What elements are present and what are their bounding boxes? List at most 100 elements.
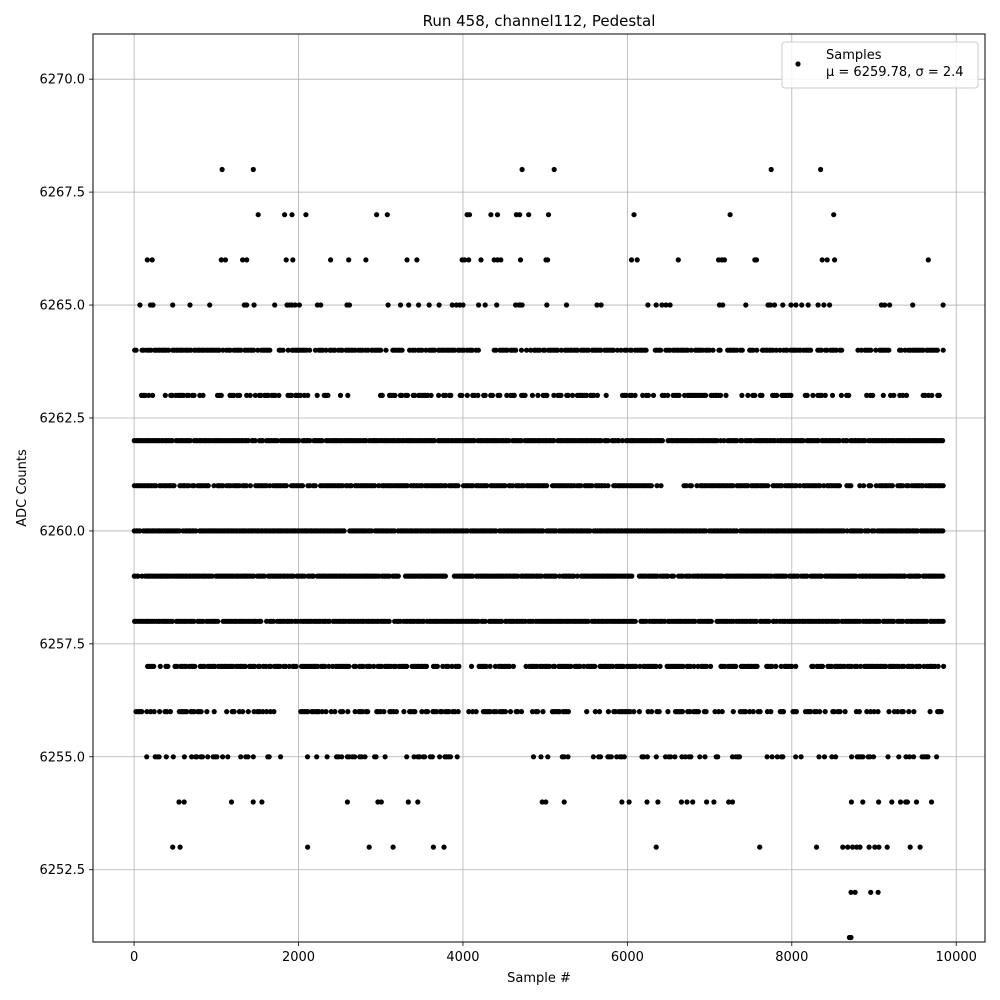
data-point: [721, 438, 727, 444]
data-point: [667, 302, 673, 308]
data-point: [779, 483, 785, 489]
data-point: [282, 663, 288, 670]
data-point: [659, 438, 666, 444]
data-point: [839, 347, 845, 353]
data-point: [717, 347, 723, 353]
data-point: [822, 709, 828, 715]
data-point: [493, 709, 499, 715]
data-point: [767, 302, 774, 308]
data-point: [817, 709, 823, 715]
data-point: [865, 528, 872, 534]
data-point: [552, 663, 558, 670]
data-point: [346, 663, 352, 670]
data-point: [301, 573, 308, 579]
data-point: [211, 709, 217, 715]
data-point: [366, 844, 372, 850]
data-point: [325, 392, 331, 398]
data-point: [824, 257, 830, 263]
data-point: [245, 709, 251, 715]
data-point: [925, 754, 931, 760]
data-point: [934, 754, 940, 760]
data-point: [282, 212, 288, 218]
data-point: [170, 754, 176, 760]
data-point: [853, 573, 859, 579]
data-point: [323, 709, 329, 715]
data-point: [151, 663, 157, 670]
data-point: [671, 573, 677, 579]
data-point: [747, 709, 753, 715]
data-point: [668, 754, 674, 760]
data-point: [907, 844, 913, 850]
data-point: [312, 483, 318, 489]
data-point: [378, 347, 384, 353]
data-point: [621, 754, 627, 760]
data-point: [353, 663, 359, 670]
data-point: [289, 212, 295, 218]
data-point: [603, 392, 609, 398]
data-point: [473, 709, 479, 715]
data-point: [780, 302, 786, 308]
data-point: [271, 709, 277, 715]
data-point: [658, 347, 664, 353]
data-point: [529, 709, 536, 715]
data-point: [727, 212, 733, 218]
data-point: [648, 483, 655, 489]
data-point: [819, 392, 825, 398]
data-point: [459, 392, 465, 398]
data-point: [739, 392, 745, 398]
data-point: [518, 709, 525, 715]
y-axis-ticks: 6252.5 6255.0 6257.5 6260.0 6262.5 6265.0 6267…: [40, 73, 93, 878]
data-point: [870, 754, 877, 760]
data-point: [181, 754, 187, 760]
data-point: [619, 438, 626, 444]
data-point: [768, 166, 774, 173]
data-point: [332, 347, 338, 353]
data-point: [278, 754, 284, 760]
data-point: [771, 302, 778, 308]
data-point: [238, 347, 244, 353]
data-point: [860, 799, 866, 805]
data-point: [898, 347, 904, 353]
data-point: [836, 483, 843, 489]
data-point: [913, 799, 920, 805]
data-point: [150, 302, 156, 308]
data-point: [383, 347, 389, 353]
data-point: [627, 709, 633, 715]
data-point: [519, 302, 525, 308]
legend-entry-samples: Samples: [826, 48, 882, 63]
y-tick-label: 6267.5: [40, 186, 86, 201]
data-point: [687, 709, 693, 715]
data-point: [774, 392, 780, 398]
data-point: [655, 799, 661, 805]
data-point: [471, 438, 477, 444]
data-point: [319, 438, 325, 444]
data-point: [225, 754, 231, 760]
data-point: [929, 392, 935, 398]
data-point: [565, 754, 571, 760]
data-point: [773, 663, 779, 670]
data-point: [144, 709, 150, 715]
data-point: [551, 392, 557, 398]
data-point: [574, 573, 581, 579]
data-point: [322, 663, 328, 670]
data-point: [916, 573, 922, 579]
data-point: [940, 573, 946, 579]
data-point: [310, 573, 317, 579]
data-point: [840, 844, 846, 850]
data-point: [590, 754, 597, 760]
data-point: [314, 392, 320, 398]
data-point: [708, 663, 714, 670]
data-point: [365, 347, 371, 353]
data-point: [574, 347, 581, 353]
data-point: [542, 347, 548, 353]
data-point: [687, 663, 694, 670]
data-point: [822, 392, 828, 398]
data-point: [448, 392, 454, 398]
data-point: [734, 528, 740, 534]
data-point: [817, 483, 823, 489]
y-tick-label: 6260.0: [40, 524, 86, 539]
data-point: [895, 709, 901, 715]
data-point: [518, 438, 524, 444]
y-axis-label: ADC Counts: [15, 449, 30, 527]
